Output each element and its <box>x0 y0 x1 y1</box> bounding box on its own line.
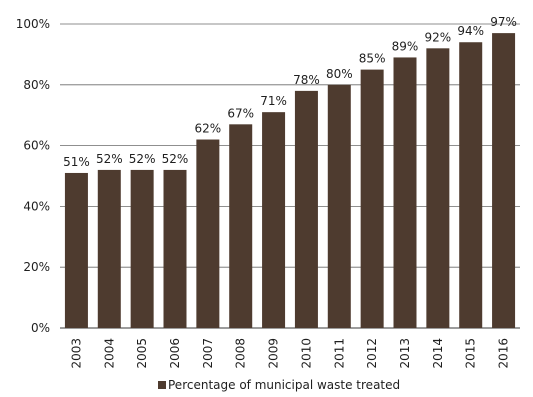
data-labels: 51% 52% 52% 52% 62% 67% 71% 78% 80% 85% 89% 92% 94% 9… <box>63 15 517 169</box>
x-tick-label: 2012 <box>365 338 379 369</box>
bar <box>262 112 286 328</box>
bar-data-label: 62% <box>195 122 222 136</box>
x-tick-label: 2013 <box>398 338 412 369</box>
x-tick-label: 2008 <box>234 338 248 369</box>
bar <box>229 124 253 328</box>
x-tick-label: 2007 <box>201 338 215 369</box>
bar-data-label: 51% <box>63 155 90 169</box>
bar <box>97 169 121 328</box>
bar <box>64 172 88 328</box>
bar <box>130 169 154 328</box>
legend-label: Percentage of municipal waste treated <box>168 378 400 392</box>
y-tick-label: 20% <box>23 260 50 274</box>
bar <box>393 57 417 328</box>
x-tick-label: 2016 <box>497 338 511 369</box>
x-tick-label: 2005 <box>135 338 149 369</box>
y-tick-label: 40% <box>23 199 50 213</box>
bar-data-label: 94% <box>457 24 484 38</box>
bar <box>426 48 450 328</box>
bar <box>492 33 516 329</box>
bar <box>196 139 220 328</box>
x-tick-label: 2010 <box>299 338 313 369</box>
bar-data-label: 52% <box>162 152 189 166</box>
x-tick-label: 2009 <box>267 338 281 369</box>
bar-data-label: 97% <box>490 15 517 29</box>
x-tick-label: 2003 <box>69 338 83 369</box>
y-tick-label: 60% <box>23 139 50 153</box>
bar <box>459 42 483 329</box>
y-axis-tick-labels: 0% 20% 40% 60% 80% 100% <box>16 17 50 335</box>
bar-data-label: 78% <box>293 73 320 87</box>
bar-data-label: 67% <box>227 106 254 120</box>
y-tick-label: 100% <box>16 17 50 31</box>
gridlines <box>60 23 520 329</box>
bars <box>64 33 516 329</box>
bar-data-label: 52% <box>96 152 123 166</box>
bar <box>360 69 384 328</box>
bar-data-label: 71% <box>260 94 287 108</box>
bar-data-label: 85% <box>359 52 386 66</box>
bar-data-label: 80% <box>326 67 353 81</box>
x-axis-tick-labels: 2003 2004 2005 2006 2007 2008 2009 2010 2011 2012… <box>69 338 510 369</box>
x-tick-label: 2015 <box>464 338 478 369</box>
legend: Percentage of municipal waste treated <box>158 378 400 392</box>
x-tick-label: 2014 <box>431 338 445 369</box>
bar-data-label: 52% <box>129 152 156 166</box>
bar <box>294 90 318 328</box>
x-tick-label: 2004 <box>102 338 116 369</box>
bar-data-label: 92% <box>425 30 452 44</box>
legend-swatch <box>158 381 166 389</box>
y-tick-label: 0% <box>31 321 50 335</box>
bar <box>163 169 187 328</box>
bar-data-label: 89% <box>392 39 419 53</box>
x-tick-label: 2006 <box>168 338 182 369</box>
x-tick-label: 2011 <box>332 338 346 369</box>
y-tick-label: 80% <box>23 78 50 92</box>
bar <box>327 84 351 328</box>
